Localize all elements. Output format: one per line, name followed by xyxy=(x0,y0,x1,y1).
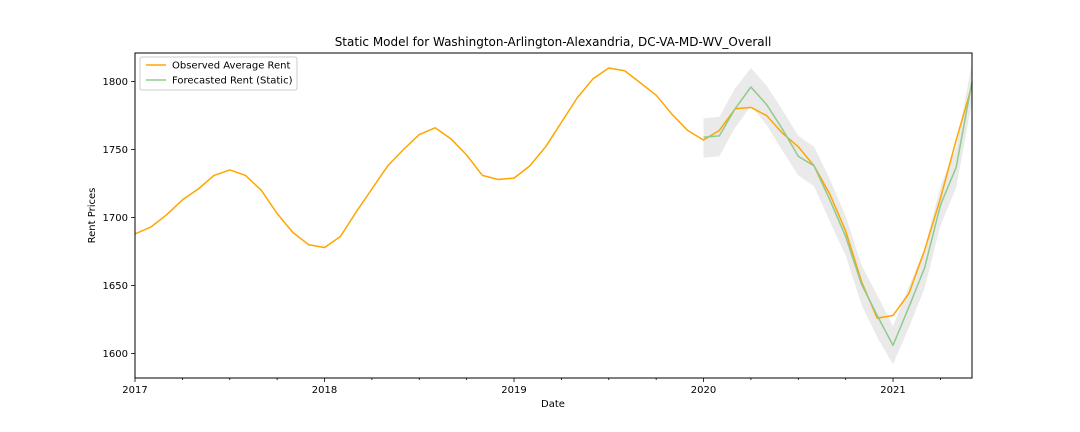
observed-rent-line xyxy=(134,67,973,319)
x-axis-label: Date xyxy=(541,399,565,410)
legend-box xyxy=(139,56,298,91)
x-tick-label: 2021 xyxy=(880,385,905,396)
x-tick-label: 2018 xyxy=(312,385,337,396)
y-tick-label: 1800 xyxy=(103,77,128,88)
x-tick-label: 2020 xyxy=(691,385,716,396)
series-layer xyxy=(134,67,973,347)
forecast-rent-line xyxy=(703,81,973,347)
legend-label-observed: Observed Average Rent xyxy=(172,61,291,72)
y-tick-label: 1600 xyxy=(103,349,128,360)
legend-label-forecast: Forecasted Rent (Static) xyxy=(172,76,293,87)
y-tick-label: 1700 xyxy=(103,213,128,224)
y-axis-ticks: 1600 1650 1700 1750 1800 xyxy=(103,77,135,360)
x-tick-label: 2017 xyxy=(122,385,147,396)
legend: Observed Average Rent Forecasted Rent (S… xyxy=(139,56,298,91)
chart-title: Static Model for Washington-Arlington-Al… xyxy=(335,35,772,49)
y-tick-label: 1750 xyxy=(103,145,128,156)
y-axis-label: Rent Prices xyxy=(87,188,98,244)
y-tick-label: 1650 xyxy=(103,281,128,292)
x-axis-ticks: 2017 2018 2019 2020 2021 xyxy=(122,378,941,396)
x-tick-label: 2019 xyxy=(501,385,526,396)
plot-frame xyxy=(134,52,973,379)
